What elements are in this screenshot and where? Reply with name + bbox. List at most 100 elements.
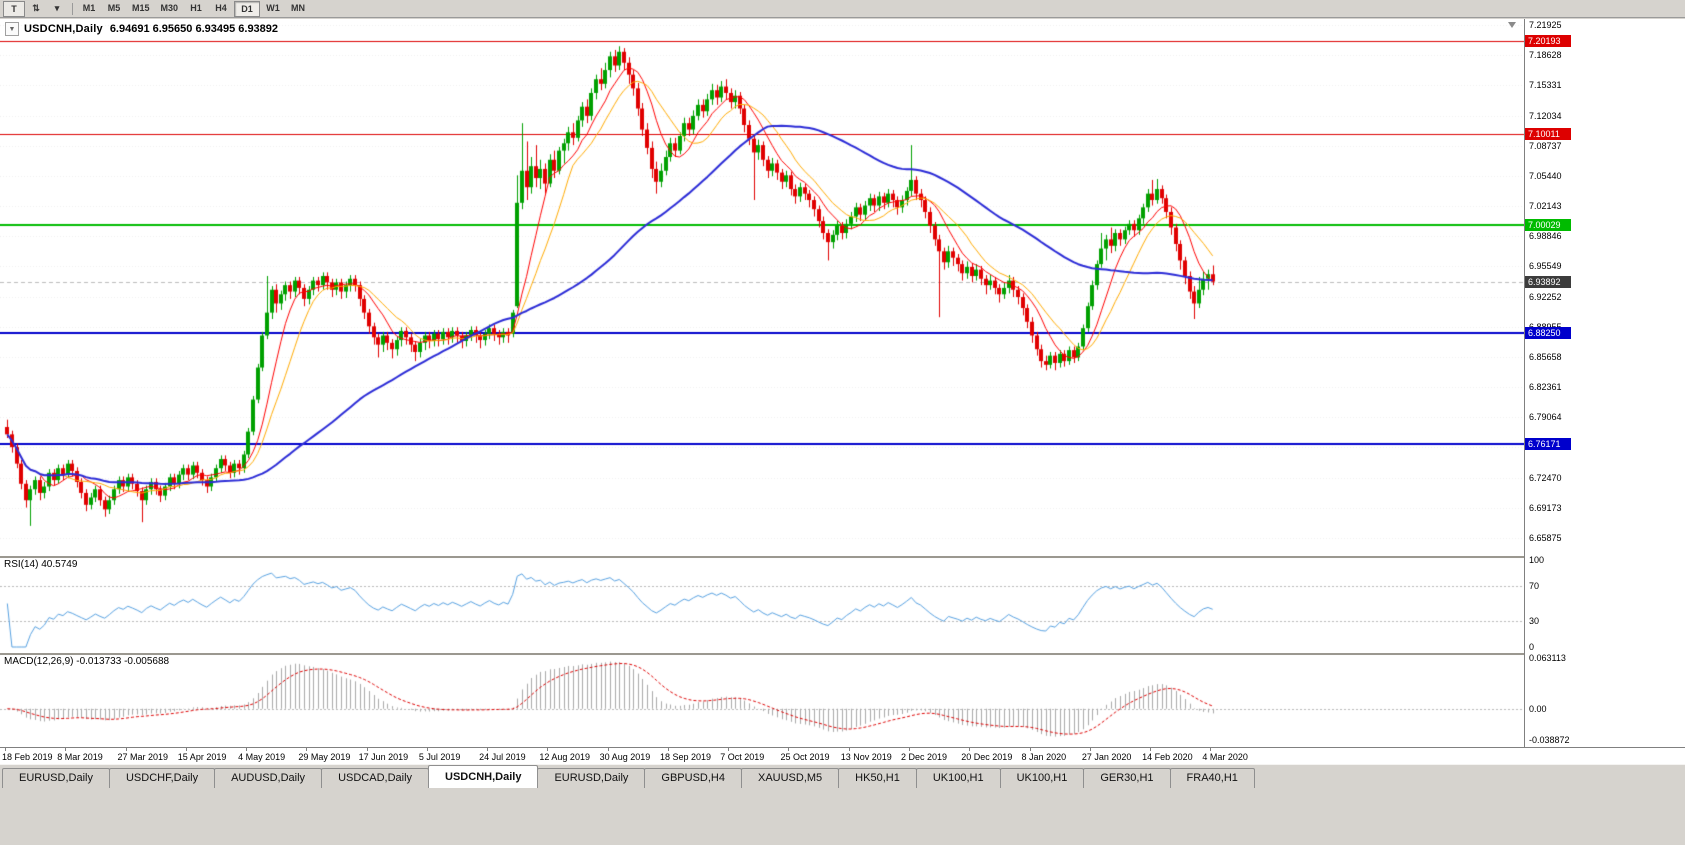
- price-tick: 6.65875: [1529, 533, 1562, 543]
- time-axis-tick: [728, 748, 729, 751]
- macd-tick: 0.063113: [1529, 653, 1566, 663]
- time-axis-label: 24 Jul 2019: [479, 752, 526, 762]
- macd-tick: -0.038872: [1529, 735, 1570, 745]
- current-price-tag: 6.93892: [1525, 275, 1571, 288]
- chart-tab-7[interactable]: XAUUSD,M5: [740, 768, 840, 788]
- time-axis-label: 18 Sep 2019: [659, 752, 711, 762]
- price-tag-7.00029: 7.00029: [1525, 219, 1571, 232]
- time-axis-label: 29 May 2019: [298, 752, 351, 762]
- time-axis-tick: [1150, 748, 1151, 751]
- price-tag-6.88250: 6.88250: [1525, 327, 1571, 340]
- time-axis-tick: [427, 748, 428, 751]
- chevron-down-icon[interactable]: ▾: [54, 3, 60, 13]
- rsi-tick: 100: [1529, 555, 1545, 565]
- timeframe-button-h1[interactable]: H1: [190, 2, 202, 13]
- time-axis-label: 18 Feb 2019: [2, 752, 53, 762]
- rsi-canvas[interactable]: [0, 558, 1524, 653]
- timeframe-button-m30[interactable]: M30: [160, 2, 179, 13]
- symbols-icon[interactable]: ⇅: [32, 3, 40, 13]
- rsi-label: RSI(14) 40.5749: [4, 559, 78, 570]
- macd-tick: 0.00: [1529, 703, 1547, 714]
- price-tag-6.76171: 6.76171: [1525, 437, 1571, 450]
- price-tick: 6.88955: [1529, 322, 1562, 332]
- price-tick: 6.72470: [1529, 472, 1562, 483]
- toolbar: T ⇅ ▾ M1 M5 M15 M30 H1 H4 D1 W1 MN: [0, 0, 1685, 18]
- time-axis-tick: [1090, 748, 1091, 751]
- timeframe-button-m1[interactable]: M1: [82, 2, 96, 13]
- time-axis-tick: [969, 748, 970, 751]
- chart-tab-12[interactable]: FRA40,H1: [1169, 768, 1255, 788]
- chart-ohlc-values: 6.94691 6.95650 6.93495 6.93892: [109, 23, 279, 35]
- time-axis-tick: [5, 748, 6, 751]
- price-tick: 7.18628: [1529, 50, 1562, 61]
- time-axis-tick: [306, 748, 307, 751]
- price-tick: 6.79064: [1529, 412, 1562, 423]
- time-axis-label: 17 Jun 2019: [358, 752, 409, 762]
- timeframe-button-h4[interactable]: H4: [215, 2, 227, 13]
- chart-tab-3[interactable]: USDCAD,Daily: [321, 768, 430, 788]
- chart-tab-6[interactable]: GBPUSD,H4: [644, 768, 742, 788]
- time-axis-label: 27 Jan 2020: [1081, 752, 1132, 762]
- rsi-tick: 30: [1529, 615, 1540, 626]
- time-axis-tick: [126, 748, 127, 751]
- price-tag-7.20193: 7.20193: [1525, 34, 1571, 47]
- time-axis-label: 27 Mar 2019: [117, 752, 169, 762]
- timeframe-button-d1[interactable]: D1: [234, 0, 261, 17]
- chart-shift-marker[interactable]: [1508, 22, 1516, 28]
- price-tick: 7.05440: [1529, 170, 1562, 181]
- rsi-tick: 0: [1529, 642, 1535, 652]
- time-axis-label: 7 Oct 2019: [720, 752, 765, 762]
- chart-tab-10[interactable]: UK100,H1: [999, 768, 1085, 788]
- one-click-trading-icon[interactable]: ▼: [5, 22, 19, 36]
- price-tick: 6.85658: [1529, 351, 1562, 362]
- timeframe-button-mn[interactable]: MN: [291, 2, 306, 13]
- templates-button[interactable]: T: [3, 0, 25, 17]
- chart-tab-1[interactable]: USDCHF,Daily: [108, 768, 216, 788]
- time-axis-tick: [909, 748, 910, 751]
- time-axis-label: 14 Feb 2020: [1142, 752, 1193, 762]
- time-axis-label: 13 Nov 2019: [840, 752, 892, 762]
- chart-tab-0[interactable]: EURUSD,Daily: [2, 768, 110, 788]
- chart-tab-11[interactable]: GER30,H1: [1083, 768, 1171, 788]
- time-axis-label: 5 Jul 2019: [418, 752, 461, 762]
- timeframe-button-w1[interactable]: W1: [266, 2, 280, 13]
- time-axis-tick: [186, 748, 187, 751]
- price-tag-7.10011: 7.10011: [1525, 128, 1571, 141]
- price-tick: 7.02143: [1529, 201, 1562, 212]
- price-tick: 7.12034: [1529, 110, 1562, 121]
- time-axis-label: 4 Mar 2020: [1202, 752, 1248, 762]
- price-tick: 7.08737: [1529, 140, 1562, 151]
- chart-tab-2[interactable]: AUDUSD,Daily: [214, 768, 323, 788]
- main-chart-canvas[interactable]: [0, 19, 1524, 556]
- price-axis[interactable]: 7.21925 7.18628 7.15331 7.12034 7.08737 7.054…: [1524, 19, 1685, 747]
- time-axis-tick: [1210, 748, 1211, 751]
- chart-tab-8[interactable]: HK50,H1: [838, 768, 917, 788]
- macd-canvas[interactable]: [0, 655, 1524, 747]
- time-axis-tick: [547, 748, 548, 751]
- price-tick: 6.95549: [1529, 261, 1562, 272]
- chart-tab-5[interactable]: EURUSD,Daily: [537, 768, 646, 788]
- time-axis-tick: [608, 748, 609, 751]
- time-axis-tick: [65, 748, 66, 751]
- timeframe-buttons: M1 M5 M15 M30 H1 H4 D1 W1 MN: [77, 0, 311, 17]
- timeframe-button-m5[interactable]: M5: [107, 2, 121, 13]
- chart-tab-9[interactable]: UK100,H1: [915, 768, 1001, 788]
- price-tick: 7.21925: [1529, 20, 1562, 30]
- time-axis-tick: [1030, 748, 1031, 751]
- time-axis-label: 15 Apr 2019: [177, 752, 227, 762]
- rsi-tick: 70: [1529, 581, 1540, 592]
- time-axis-label: 12 Aug 2019: [539, 752, 590, 762]
- time-axis-label: 8 Jan 2020: [1021, 752, 1067, 762]
- price-tick: 6.98846: [1529, 231, 1562, 242]
- chart-tab-4[interactable]: USDCNH,Daily: [428, 765, 539, 788]
- toolbar-separator: [72, 2, 73, 15]
- chart-symbol-label: USDCNH,Daily: [24, 23, 103, 35]
- time-axis[interactable]: 18 Feb 2019 8 Mar 2019 27 Mar 2019 15 Apr 2…: [0, 747, 1685, 764]
- time-axis-label: 4 May 2019: [238, 752, 286, 762]
- timeframe-button-m15[interactable]: M15: [132, 2, 150, 13]
- time-axis-label: 8 Mar 2019: [57, 752, 103, 762]
- price-tick: 6.69173: [1529, 502, 1562, 513]
- chart-window: ▼ USDCNH,Daily 6.94691 6.95650 6.93495 6…: [0, 19, 1685, 764]
- window-background: [0, 788, 1685, 845]
